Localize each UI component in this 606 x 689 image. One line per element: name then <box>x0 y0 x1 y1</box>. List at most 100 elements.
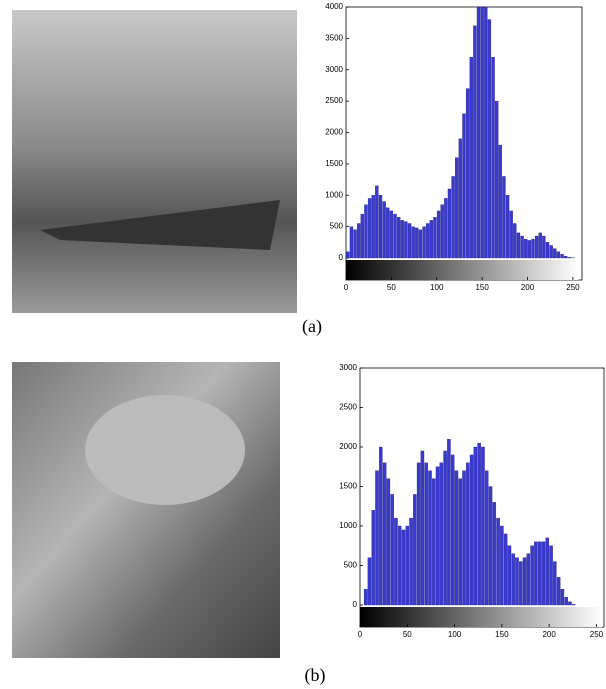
histogram-bar <box>511 553 515 606</box>
histogram-bar <box>378 195 383 259</box>
histogram-bar <box>516 232 521 259</box>
histogram-bar <box>411 226 415 259</box>
histogram-bar <box>496 517 500 606</box>
histogram-bar <box>534 235 539 259</box>
histogram-bar <box>396 217 401 259</box>
histogram-bar <box>477 442 481 606</box>
histogram-bar <box>571 604 576 606</box>
histogram-bar <box>537 541 542 606</box>
histogram-bar <box>422 226 426 259</box>
histogram-bar <box>386 478 391 606</box>
x-tick-label: 150 <box>475 283 489 292</box>
y-tick-label: 1500 <box>325 159 343 168</box>
histogram-bar <box>364 204 368 259</box>
histogram-bar <box>560 589 565 606</box>
histogram-bar <box>454 470 459 606</box>
boat-photo <box>12 10 297 313</box>
x-tick-label: 50 <box>387 283 396 292</box>
histogram-bar <box>371 195 375 259</box>
caption: (a) <box>302 316 322 337</box>
histogram-bar <box>513 223 517 259</box>
histogram-bar <box>522 557 527 606</box>
histogram-bar <box>491 57 495 259</box>
histogram-bar <box>405 525 410 606</box>
y-tick-label: 0 <box>339 253 344 262</box>
gray-ramp <box>346 260 579 280</box>
histogram-bar <box>549 545 553 606</box>
histogram-bar <box>428 470 432 606</box>
histogram-bar <box>481 446 485 606</box>
histogram-bar <box>556 577 561 606</box>
histogram-bar <box>492 502 497 606</box>
histogram-bar <box>488 486 493 606</box>
y-tick-label: 3000 <box>325 65 343 74</box>
histogram-bar <box>476 6 481 259</box>
histogram-bar <box>401 529 406 606</box>
histogram-bar <box>353 229 357 259</box>
histogram-bar <box>458 138 463 259</box>
boat-hull <box>40 200 280 250</box>
histogram-bar <box>487 19 492 259</box>
histogram-bar <box>447 188 452 259</box>
y-tick-label: 4000 <box>325 2 343 11</box>
x-tick-label: 0 <box>344 283 349 292</box>
histogram-bar <box>530 545 534 606</box>
histogram-bar <box>382 201 386 259</box>
histogram-bar <box>409 517 413 606</box>
histogram-bar <box>515 557 519 606</box>
histogram-bar <box>424 462 428 606</box>
histogram-bar <box>498 144 502 259</box>
histogram-bar <box>450 454 455 606</box>
histogram-bar <box>386 207 390 259</box>
y-tick-label: 1000 <box>339 521 357 530</box>
histogram-bar <box>473 25 477 259</box>
y-tick-label: 2000 <box>339 442 357 451</box>
histogram-bar <box>371 510 375 606</box>
histogram-bar <box>400 220 404 259</box>
x-tick-label: 200 <box>542 630 556 639</box>
histogram-bar <box>357 223 361 259</box>
histogram-bar <box>466 462 470 606</box>
histogram-bar <box>367 557 372 606</box>
histogram-bar <box>473 446 478 606</box>
x-tick-label: 100 <box>430 283 444 292</box>
histogram-bar <box>545 537 549 606</box>
histogram-bar <box>495 100 499 259</box>
histogram-bar <box>509 210 513 259</box>
histogram-bar <box>439 462 444 606</box>
histogram-bar <box>390 494 394 606</box>
histogram-bar <box>447 438 451 606</box>
histogram-bar <box>458 478 462 606</box>
caption: (b) <box>305 665 326 686</box>
histogram-bar <box>469 454 474 606</box>
histogram-bar <box>418 229 423 259</box>
histogram-bar <box>375 185 379 259</box>
histogram-bar <box>413 494 417 606</box>
histogram-bar <box>542 235 546 259</box>
y-tick-label: 1500 <box>339 482 357 491</box>
histogram-bar <box>500 525 504 606</box>
histogram-bar <box>363 589 368 606</box>
histogram-bar <box>507 545 512 606</box>
histogram-bar <box>432 478 436 606</box>
histogram-bar <box>394 517 398 606</box>
x-tick-label: 50 <box>403 630 412 639</box>
histogram-bar <box>505 195 510 259</box>
histogram-bar <box>527 240 532 259</box>
y-tick-label: 3000 <box>339 363 357 372</box>
histogram-bar <box>531 239 535 259</box>
histogram-bar <box>407 223 412 259</box>
histogram-bar <box>484 470 489 606</box>
x-tick-label: 0 <box>358 630 363 639</box>
histogram-bar <box>556 251 561 259</box>
histogram-bar <box>564 596 568 606</box>
hat <box>85 395 245 505</box>
histogram-bar <box>397 525 402 606</box>
histogram-bar <box>444 198 448 259</box>
histogram-bar <box>375 470 379 606</box>
histogram-bar <box>526 553 531 606</box>
histogram-bar <box>541 541 546 606</box>
